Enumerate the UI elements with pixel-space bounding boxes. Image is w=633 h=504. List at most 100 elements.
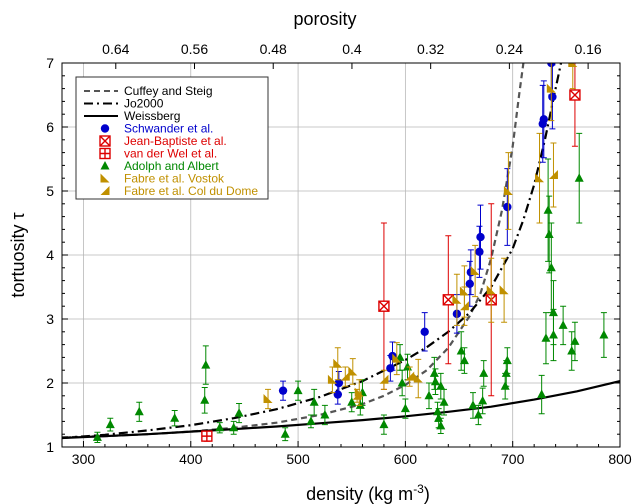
data-point [503,186,513,195]
legend-label: Cuffey and Steig [124,84,213,98]
series-adolph-and-albert [92,132,609,444]
x-tick-label: 600 [394,451,418,467]
series-van-der-wel-et-al [201,430,213,442]
marker-plus [201,431,212,442]
data-point [558,320,568,329]
x-tick-label: 500 [286,451,310,467]
data-point [378,300,390,312]
legend-marker [100,186,110,195]
legend-label: Schwander et al. [124,122,213,136]
top-tick-label: 0.64 [102,41,129,57]
data-point [327,374,337,384]
data-point [500,381,510,390]
y-axis-title: tortuosity τ [8,212,28,297]
data-point [333,390,342,399]
data-point [433,406,443,416]
data-point [379,374,389,384]
data-point [395,352,405,361]
legend-marker [100,124,110,133]
series-fabre-et-al-vostok [263,63,578,410]
y-tick-label: 1 [46,439,54,455]
legend-marker [99,135,111,147]
series-fabre-et-al-col-du-dome [340,142,558,403]
x-axis-title-close: ) [424,484,430,504]
data-point [405,371,415,381]
data-point [569,89,581,101]
data-point [340,371,350,381]
data-point [105,419,115,429]
data-point [599,330,609,339]
data-point [424,390,434,400]
data-point [280,429,290,438]
data-point [403,362,413,371]
data-point [420,327,429,336]
data-point [436,420,446,430]
y-tick-label: 7 [46,55,54,71]
data-point [333,358,343,368]
data-point [201,360,211,369]
data-point [470,266,480,275]
data-point [430,376,440,386]
top-tick-label: 0.4 [342,41,362,57]
legend-marker [99,147,111,160]
x-tick-label: 400 [179,451,203,467]
data-point [479,368,489,377]
x-axis-title-superscript: -3 [413,482,424,496]
data-point [473,410,483,419]
y-tick-label: 6 [46,119,54,135]
top-tick-label: 0.32 [417,41,444,57]
top-tick-label: 0.56 [181,41,208,57]
data-series [92,63,609,444]
legend-label: Weissberg [124,109,180,123]
legend-label: van der Wel et al. [124,147,217,161]
data-point [459,355,469,365]
data-point [397,378,407,387]
data-point [486,285,496,295]
legend-label: Adolph and Albert [124,159,219,173]
error-bar [569,63,576,90]
data-point [278,386,288,395]
legend-items: Cuffey and SteigJo2000WeissbergSchwander… [84,84,258,198]
axis-ticks: 300 400 500 600 700 800 1 2 3 4 5 6 7 0.64 0.56 0.48 0.4… [46,41,632,467]
data-point [475,247,484,256]
data-point [546,262,556,272]
data-point [429,368,439,377]
data-point [548,92,557,102]
x-tick-label: 300 [72,451,96,467]
y-tick-label: 3 [46,311,54,327]
data-point [548,330,558,339]
marker-cross [378,300,390,312]
data-point [92,432,102,441]
legend-label: Jo2000 [124,97,164,111]
data-point [293,385,303,395]
marker-cross [99,135,111,147]
data-point [439,397,449,406]
data-point [568,63,578,67]
data-point [567,346,577,355]
data-point [537,389,547,399]
marker-plus [100,148,110,159]
data-point [355,400,365,409]
data-point [476,232,485,242]
data-point [539,115,549,124]
data-point [200,395,210,404]
y-tick-label: 5 [46,183,54,199]
data-point [309,397,319,406]
data-point [535,173,545,183]
marker-cross [569,89,581,101]
data-point [134,406,144,416]
y-tick-label: 2 [46,375,54,391]
data-point [229,422,239,432]
legend: Cuffey and SteigJo2000WeissbergSchwander… [75,76,269,200]
data-point [348,366,358,376]
data-point [548,170,558,179]
data-point [456,346,466,355]
data-point [379,419,389,429]
top-tick-label: 0.16 [574,41,601,57]
legend-label: Fabre et al. Col du Dome [124,184,258,198]
data-point [347,397,357,406]
legend-marker [100,173,110,183]
data-point [468,400,478,409]
data-point [570,336,580,345]
data-point [499,285,509,295]
